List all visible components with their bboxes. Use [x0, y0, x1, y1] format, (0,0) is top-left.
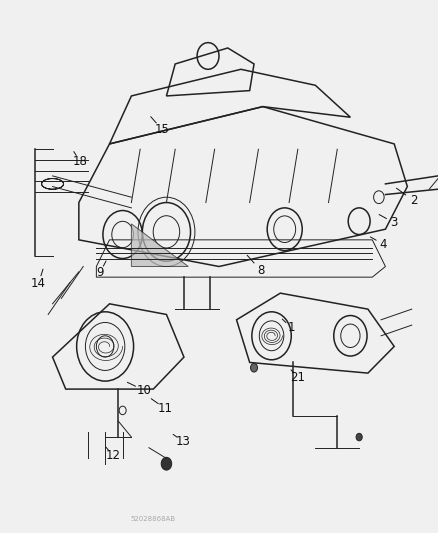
Polygon shape — [131, 224, 188, 266]
Circle shape — [356, 433, 362, 441]
Text: 21: 21 — [290, 371, 305, 384]
Text: 1: 1 — [287, 321, 295, 334]
Text: 14: 14 — [31, 277, 46, 290]
Text: 4: 4 — [379, 238, 387, 251]
Circle shape — [251, 364, 258, 372]
Text: 10: 10 — [136, 384, 151, 397]
Text: 12: 12 — [106, 449, 120, 462]
Text: 13: 13 — [176, 435, 191, 448]
Text: 18: 18 — [73, 155, 88, 168]
Text: 15: 15 — [155, 123, 170, 136]
Text: 2: 2 — [410, 195, 418, 207]
Text: 9: 9 — [96, 266, 104, 279]
Text: 52028868AB: 52028868AB — [131, 516, 176, 522]
Text: 8: 8 — [257, 264, 264, 277]
Text: 11: 11 — [158, 402, 173, 415]
Text: 3: 3 — [391, 216, 398, 229]
Circle shape — [161, 457, 172, 470]
